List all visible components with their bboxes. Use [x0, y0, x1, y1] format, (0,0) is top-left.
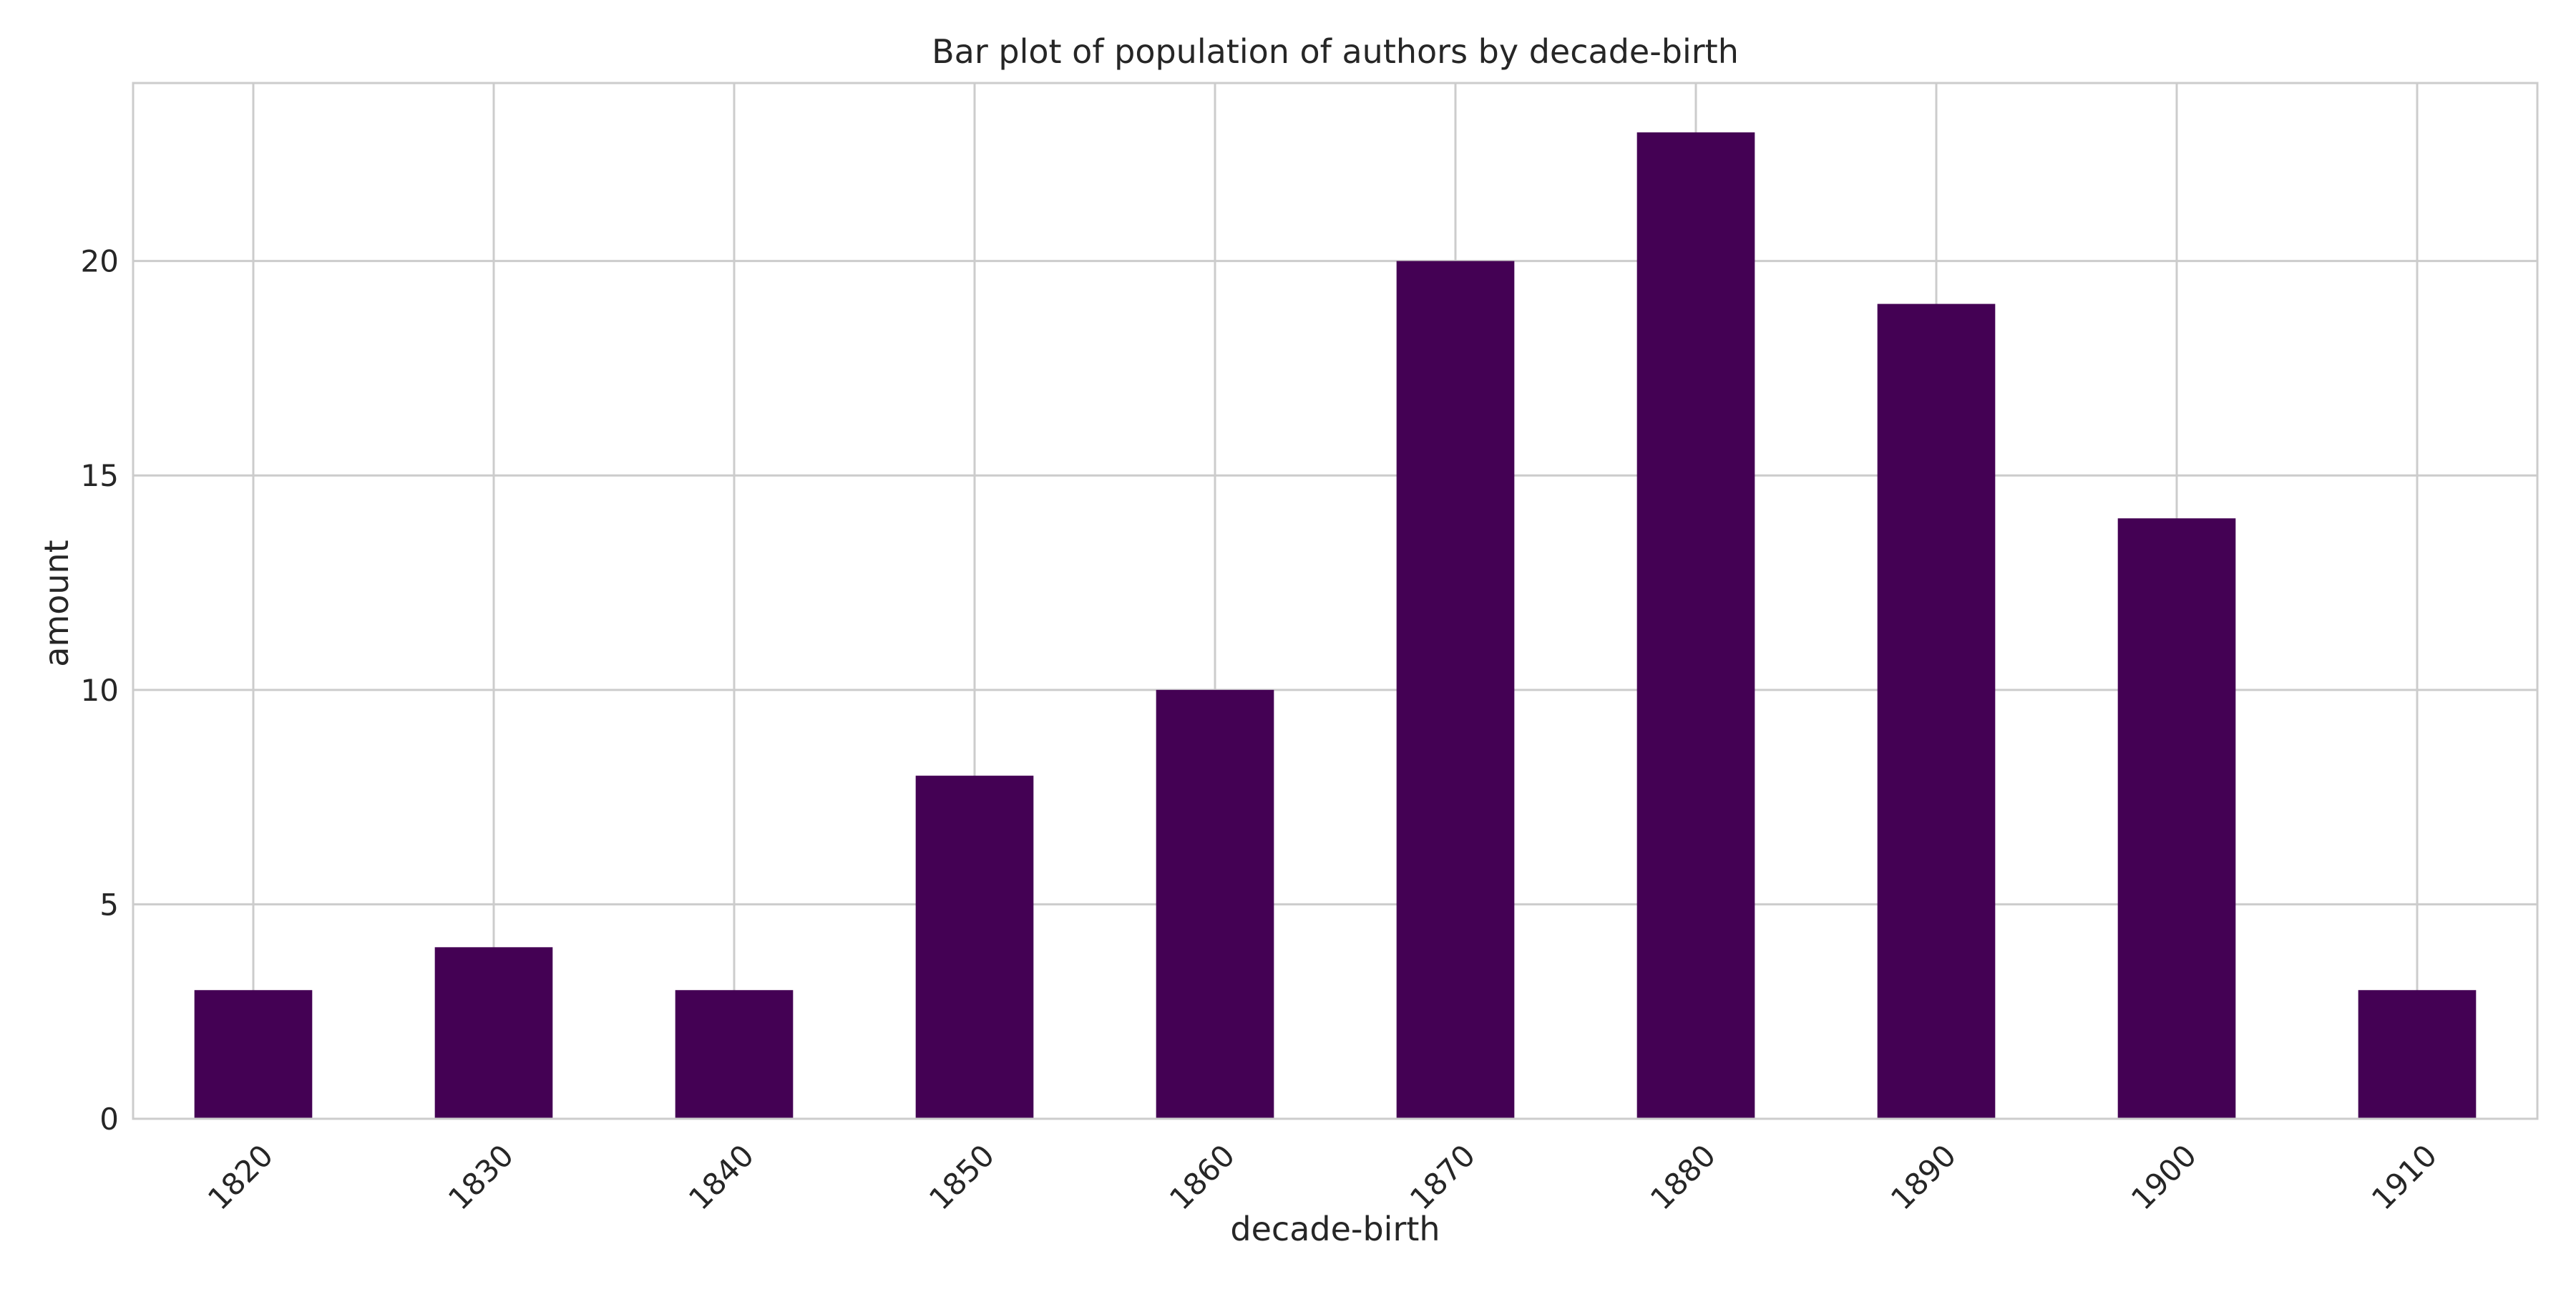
- x-tick-label: 1910: [2365, 1137, 2444, 1216]
- x-tick-label: 1890: [1884, 1137, 1963, 1216]
- x-tick-label: 1850: [922, 1137, 1001, 1216]
- bar-1870: [1396, 261, 1515, 1119]
- bar-1830: [434, 947, 553, 1119]
- y-tick-label: 5: [99, 887, 119, 922]
- x-axis-label: decade-birth: [1230, 1210, 1440, 1248]
- bar-1900: [2117, 518, 2236, 1119]
- bar-1860: [1156, 689, 1274, 1119]
- bars: [194, 132, 2477, 1119]
- x-tick-label: 1860: [1163, 1137, 1241, 1216]
- x-tick-label: 1870: [1403, 1137, 1482, 1216]
- bar-1910: [2358, 990, 2477, 1119]
- y-tick-label: 15: [81, 458, 119, 493]
- x-tick-label: 1880: [1644, 1137, 1722, 1216]
- y-tick-label: 0: [99, 1102, 119, 1137]
- x-tick-label: 1820: [201, 1137, 280, 1216]
- x-tick-label: 1840: [682, 1137, 761, 1216]
- bar-1820: [194, 990, 313, 1119]
- plot-frame: [132, 82, 2539, 1120]
- x-tick-label: 1830: [441, 1137, 520, 1216]
- bar-1880: [1636, 132, 1755, 1119]
- y-tick-label: 20: [81, 244, 119, 279]
- bar-1890: [1877, 303, 1996, 1119]
- bar-1840: [675, 990, 794, 1119]
- x-tick-label: 1900: [2124, 1137, 2203, 1216]
- y-tick-label: 10: [81, 673, 119, 708]
- chart-title: Bar plot of population of authors by dec…: [932, 32, 1739, 71]
- y-axis-label: amount: [37, 540, 76, 667]
- bar-1850: [915, 775, 1034, 1119]
